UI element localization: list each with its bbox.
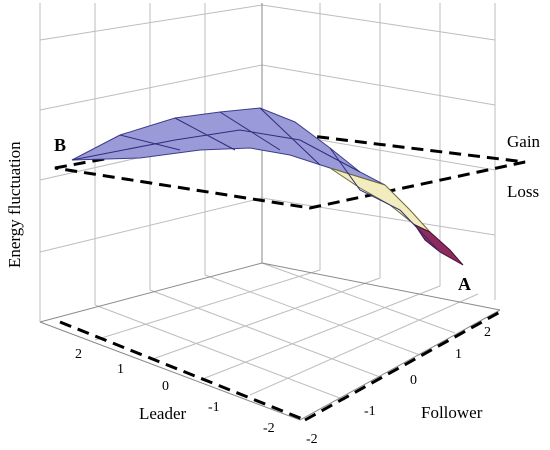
back-wall-grid <box>39 3 496 401</box>
follower-tick: 1 <box>455 347 462 362</box>
loss-label: Loss <box>507 182 539 201</box>
leader-tick: -1 <box>208 400 220 415</box>
follower-ticks: -2 -1 0 1 2 <box>306 325 491 447</box>
leader-axis-label: Leader <box>139 404 187 423</box>
leader-tick: 1 <box>117 362 124 377</box>
surface-loss-dark-region <box>413 223 464 266</box>
follower-tick: -2 <box>306 432 318 447</box>
axis-frame <box>39 3 501 421</box>
point-label-b: B <box>54 135 66 155</box>
follower-axis-label: Follower <box>421 403 483 422</box>
follower-tick: 2 <box>484 325 491 340</box>
gain-label: Gain <box>507 132 541 151</box>
leader-ticks: 2 1 0 -1 -2 <box>75 347 275 436</box>
leader-tick: 2 <box>75 347 82 362</box>
energy-axis-label: Energy fluctuation <box>5 141 24 268</box>
follower-tick: -1 <box>364 404 376 419</box>
floor-front-edges <box>59 310 501 422</box>
point-label-a: A <box>458 274 471 294</box>
follower-tick: 0 <box>410 373 417 388</box>
leader-tick: 0 <box>162 379 169 394</box>
leader-tick: -2 <box>263 421 275 436</box>
energy-surface <box>71 107 464 266</box>
